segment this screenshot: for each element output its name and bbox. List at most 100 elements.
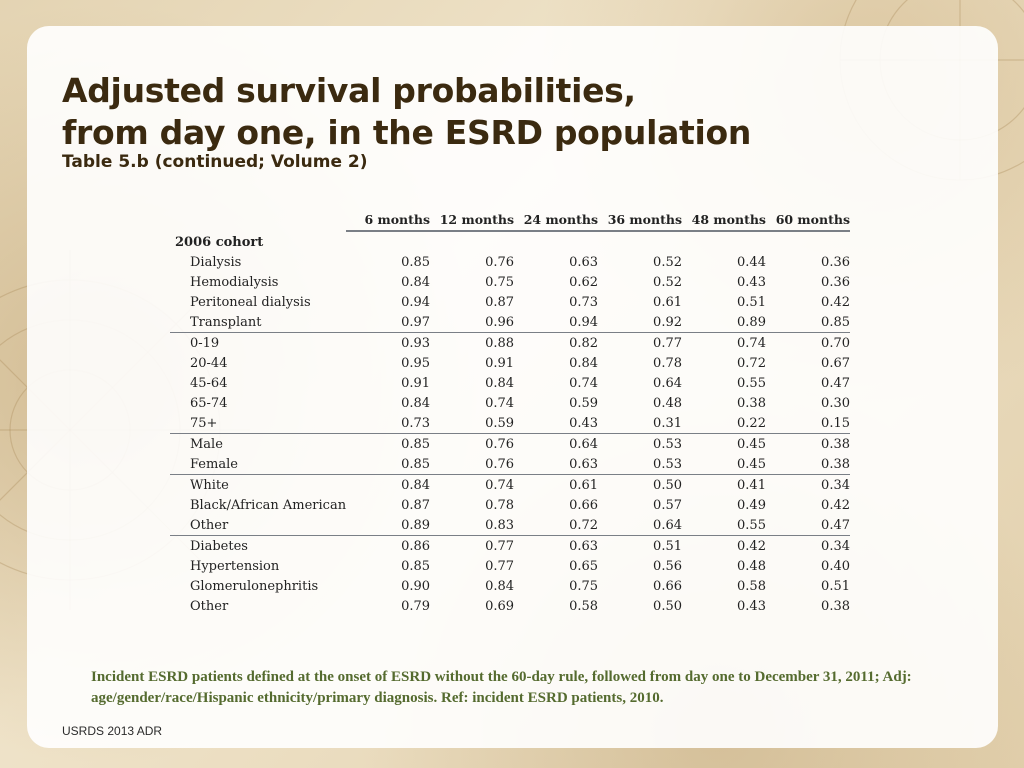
table-cell: 0.86 [401,538,431,554]
slide-panel [27,26,998,748]
table-cell: 0.96 [430,312,515,333]
table-header-row: 6 months 12 months 24 months 36 months 4… [170,210,850,232]
table-cell: 0.82 [569,335,599,351]
survival-table: 6 months 12 months 24 months 36 months 4… [170,210,850,616]
title-line-2: from day one, in the ESRD population [62,113,752,152]
row-label: Black/African American [190,497,347,513]
table-cell: 0.85 [765,312,850,333]
table-cell: 0.48 [653,395,682,411]
table-cell: 0.78 [653,355,682,371]
header-label-spacer [170,210,346,231]
row-label: Female [170,454,347,475]
table-cell: 0.15 [765,413,850,434]
table-cell: 0.72 [737,355,766,371]
table-cell: 0.91 [485,355,515,371]
table-row: Male 0.85 0.76 0.64 0.53 0.45 0.38 [170,434,850,455]
table-cell: 0.77 [485,538,515,554]
table-cell: 0.66 [653,578,682,594]
table-cell: 0.36 [821,254,850,270]
table-cell: 0.55 [737,375,766,391]
table-cell: 0.44 [737,254,766,270]
table-cell: 0.63 [569,254,599,270]
row-label: Male [190,436,223,452]
table-row: Glomerulonephritis 0.90 0.84 0.75 0.66 0.58 0.… [170,576,850,596]
table-cell: 0.53 [653,436,682,452]
table-cell: 0.89 [346,515,431,536]
table-cell: 0.38 [737,395,766,411]
table-row: Dialysis 0.85 0.76 0.63 0.52 0.44 0.36 [170,252,850,272]
table-cell: 0.42 [737,538,766,554]
table-cell: 0.42 [821,294,850,310]
table-cell: 0.74 [569,375,599,391]
table-cell: 0.50 [653,598,682,614]
table-cell: 0.79 [401,598,431,614]
table-cell: 0.41 [737,477,766,493]
row-label: Hemodialysis [190,274,279,290]
table-cell: 0.84 [569,355,599,371]
table-cell: 0.75 [569,578,599,594]
table-cell: 0.51 [821,578,850,594]
column-header: 60 months [765,210,850,232]
table-row: Other 0.89 0.83 0.72 0.64 0.55 0.47 [170,515,850,536]
title-line-1: Adjusted survival probabilities, [62,71,636,110]
table-cell: 0.90 [401,578,431,594]
page-title: Adjusted survival probabilities, from da… [62,70,751,154]
table-cell: 0.36 [821,274,850,290]
survival-table-container: 6 months 12 months 24 months 36 months 4… [170,210,850,616]
table-row: 0-19 0.93 0.88 0.82 0.77 0.74 0.70 [170,333,850,354]
table-cell: 0.48 [737,558,766,574]
row-label: Peritoneal dialysis [190,294,311,310]
table-row: Transplant 0.97 0.96 0.94 0.92 0.89 0.85 [170,312,850,333]
table-cell: 0.76 [485,436,515,452]
table-cell: 0.85 [346,454,431,475]
table-cell: 0.58 [569,598,599,614]
table-cell: 0.34 [821,538,850,554]
table-row: Female 0.85 0.76 0.63 0.53 0.45 0.38 [170,454,850,475]
table-cell: 0.47 [821,375,850,391]
column-header: 48 months [682,210,766,232]
table-cell: 0.47 [765,515,850,536]
table-cell: 0.74 [485,395,515,411]
table-cell: 0.84 [401,395,431,411]
table-cell: 0.22 [682,413,766,434]
table-cell: 0.42 [821,497,850,513]
table-row: 75+ 0.73 0.59 0.43 0.31 0.22 0.15 [170,413,850,434]
column-header: 24 months [514,210,599,232]
table-cell: 0.87 [401,497,431,513]
cohort-label: 2006 cohort [175,234,264,250]
table-cell: 0.92 [598,312,682,333]
table-cell: 0.84 [401,477,431,493]
table-cell: 0.85 [401,436,431,452]
row-label: Transplant [170,312,347,333]
table-cell: 0.84 [485,375,515,391]
table-row: 45-64 0.91 0.84 0.74 0.64 0.55 0.47 [170,373,850,393]
table-cell: 0.52 [653,254,682,270]
table-cell: 0.64 [569,436,599,452]
table-row: Black/African American 0.87 0.78 0.66 0.57 0.… [170,495,850,515]
table-cell: 0.89 [682,312,766,333]
table-cell: 0.63 [569,538,599,554]
table-cell: 0.85 [401,558,431,574]
table-cell: 0.76 [485,254,515,270]
table-cell: 0.57 [653,497,682,513]
table-cell: 0.67 [821,355,850,371]
table-cell: 0.69 [485,598,515,614]
row-label: Diabetes [190,538,248,554]
table-cell: 0.73 [346,413,431,434]
table-cell: 0.74 [737,335,766,351]
row-label: 0-19 [190,335,220,351]
table-cell: 0.66 [569,497,599,513]
table-row: 20-44 0.95 0.91 0.84 0.78 0.72 0.67 [170,353,850,373]
table-cell: 0.78 [485,497,515,513]
table-body: 2006 cohort Dialysis 0.85 0.76 0.63 0.52 0.44… [170,231,850,616]
table-cell: 0.51 [737,294,766,310]
table-cell: 0.55 [682,515,766,536]
row-label: 75+ [170,413,347,434]
table-cell: 0.31 [598,413,682,434]
column-header: 6 months [346,210,431,232]
table-cell: 0.83 [430,515,515,536]
footer-source: USRDS 2013 ADR [62,724,163,738]
table-cell: 0.64 [653,375,682,391]
table-row: Other 0.79 0.69 0.58 0.50 0.43 0.38 [170,596,850,616]
table-cell: 0.30 [821,395,850,411]
